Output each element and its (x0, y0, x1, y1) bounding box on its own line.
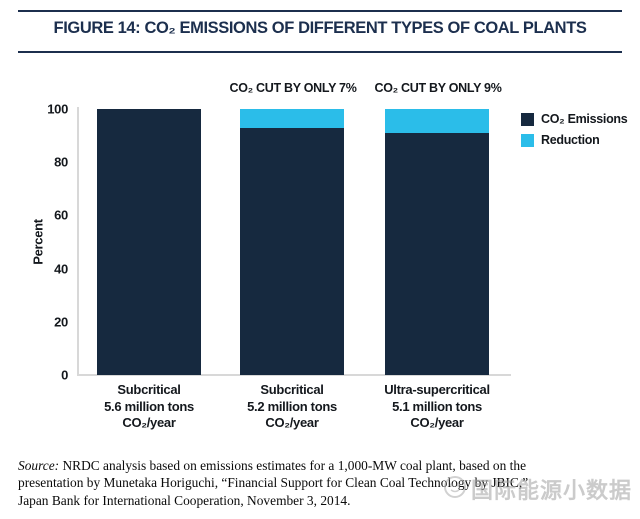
source-label: Source: (18, 458, 63, 473)
y-axis-line (77, 107, 79, 376)
legend-swatch-icon (521, 133, 534, 147)
x-category-label-line: Subcritical (117, 382, 181, 397)
bar-segment-co-emissions (240, 127, 344, 375)
x-category-label: Ultra-supercritical 5.1 million tons CO₂/y… (384, 382, 490, 432)
bar-segment-reduction (385, 109, 489, 133)
co2-cut-annotation: CO₂ CUT BY ONLY 7% (229, 81, 357, 95)
x-category-label-line: CO₂/year (410, 415, 464, 430)
y-tick-label: 100 (47, 101, 68, 117)
source-line: Source: NRDC analysis based on emissions… (18, 458, 527, 473)
bar-ultra-supercritical-2 (385, 109, 489, 375)
y-tick-label: 20 (54, 314, 68, 330)
x-category-label-line: 5.6 million tons (104, 398, 194, 414)
legend-label: CO₂ Emissions (541, 112, 628, 126)
legend-row: Reduction (521, 133, 627, 147)
bar-segment-co-emissions (97, 109, 201, 375)
x-category-label-line: 5.2 million tons (247, 398, 337, 414)
legend-swatch-icon (521, 112, 534, 126)
bar-subcritical-1 (240, 109, 344, 375)
chart-legend: CO₂ Emissions Reduction (521, 112, 628, 154)
y-tick-label: 80 (54, 154, 68, 170)
figure-title: FIGURE 14: CO₂ EMISSIONS OF DIFFERENT TY… (53, 19, 587, 37)
y-tick-label: 60 (54, 207, 68, 223)
bar-segment-reduction (240, 109, 344, 128)
x-category-label-line: CO₂/year (122, 415, 176, 430)
title-rule-top (18, 10, 622, 12)
y-tick-label: 40 (54, 261, 68, 277)
source-note: Source: NRDC analysis based on emissions… (18, 457, 598, 509)
y-axis-title: Percent (30, 219, 46, 265)
source-line: presentation by Munetaka Horiguchi, “Fin… (18, 475, 529, 491)
y-tick-label: 0 (61, 367, 68, 383)
legend-label: Reduction (541, 133, 600, 147)
x-category-label-line: 5.1 million tons (392, 398, 482, 414)
x-category-label: Subcritical 5.6 million tons CO₂/year (104, 382, 194, 432)
bar-subcritical-0 (97, 109, 201, 375)
title-rule-bottom (18, 51, 622, 53)
source-line: Japan Bank for International Cooperation… (18, 492, 351, 508)
co2-cut-annotation: CO₂ CUT BY ONLY 9% (374, 81, 502, 95)
x-category-label-line: CO₂/year (265, 415, 319, 430)
x-axis-line (77, 374, 511, 376)
legend-row: CO₂ Emissions (521, 112, 628, 126)
x-category-label: Subcritical 5.2 million tons CO₂/year (247, 382, 337, 432)
x-category-label-line: Subcritical (260, 382, 324, 397)
x-category-label-line: Ultra-supercritical (384, 382, 490, 397)
bar-segment-co-emissions (385, 132, 489, 375)
